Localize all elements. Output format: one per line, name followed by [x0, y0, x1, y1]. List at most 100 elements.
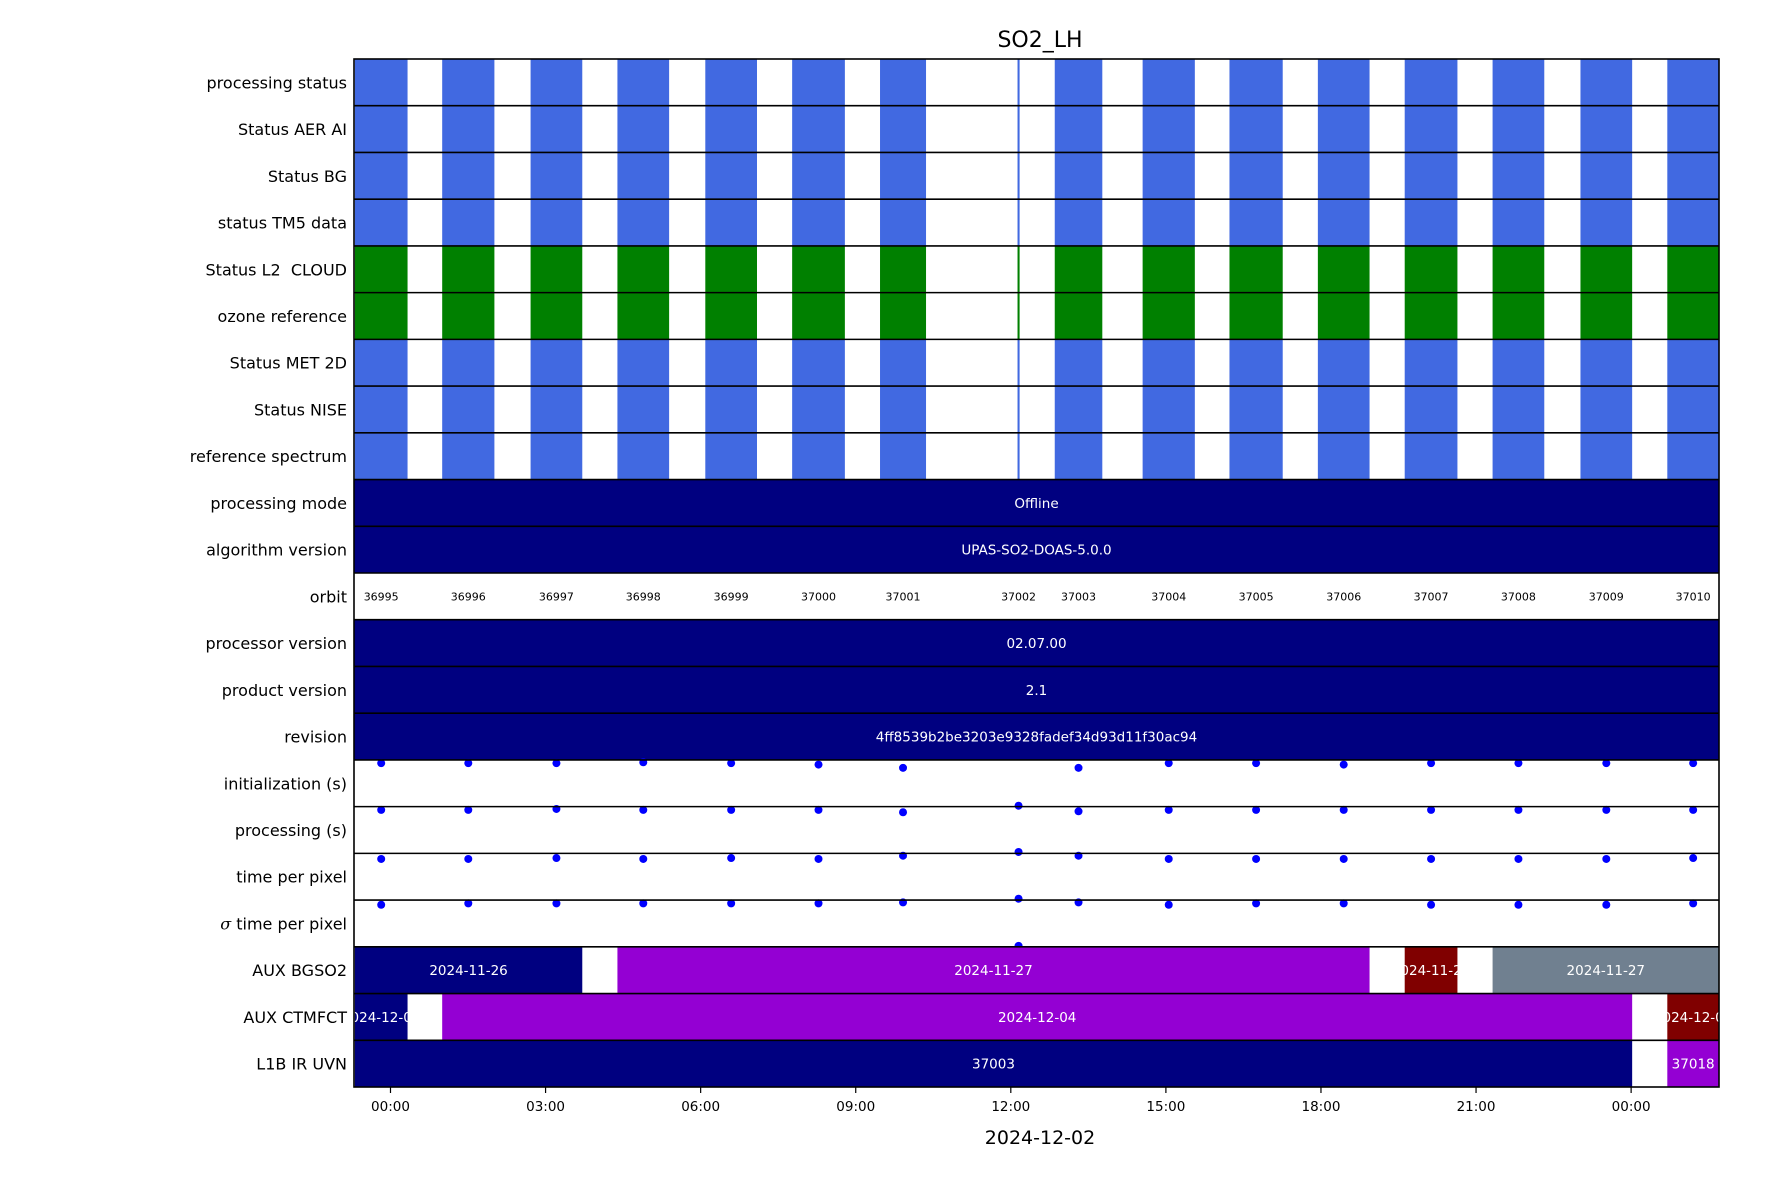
status-bar-37000	[792, 245, 845, 293]
row-algorithm-version: UPAS-SO2-DOAS-5.0.0	[354, 526, 1719, 573]
status-bar-37000	[792, 386, 845, 433]
status-bar-36995	[354, 105, 408, 153]
status-bar-37000	[792, 292, 845, 340]
data-point-37008	[1514, 759, 1523, 768]
status-bar-37002	[1017, 292, 1020, 340]
chart-title: SO2_LH	[997, 28, 1082, 53]
row-label: L1B IR UVN	[256, 1055, 347, 1074]
status-bar-37005	[1229, 152, 1283, 200]
row-label: algorithm version	[206, 541, 347, 560]
data-point-36996	[464, 759, 473, 768]
data-point-37002	[1014, 801, 1023, 810]
data-point-36995	[377, 854, 386, 863]
row-l1b-ir-uvn: 37003 37018	[354, 1040, 1719, 1087]
data-point-37008	[1514, 854, 1523, 863]
x-tick-label: 09:00	[836, 1099, 875, 1115]
data-point-37004	[1164, 900, 1173, 909]
x-tick-label: 00:00	[371, 1099, 410, 1115]
status-bar-37000	[792, 152, 845, 200]
status-bar-37008	[1492, 105, 1545, 153]
row-revision: 4ff8539b2be3203e9328fadef34d93d11f30ac94	[354, 713, 1719, 760]
segment-bar	[354, 1040, 1633, 1087]
data-point-36995	[377, 805, 386, 814]
status-bar-37002	[1017, 199, 1020, 246]
status-bar-37010	[1667, 199, 1719, 246]
status-bar-37009	[1580, 152, 1633, 200]
data-point-37006	[1339, 760, 1348, 769]
data-point-36998	[639, 854, 648, 863]
status-bar-37007	[1404, 199, 1458, 246]
status-bar-36996	[442, 245, 495, 293]
status-bar-37003	[1054, 59, 1103, 106]
status-bar-36997	[530, 59, 583, 106]
status-bar-37003	[1054, 152, 1103, 200]
data-point-36999	[727, 854, 736, 863]
data-point-36996	[464, 854, 473, 863]
status-bar-36999	[705, 105, 757, 153]
data-point-36995	[377, 759, 386, 768]
status-bar-37009	[1580, 292, 1633, 340]
data-point-37003	[1074, 807, 1083, 816]
status-bar-37007	[1404, 432, 1458, 480]
status-bar-37007	[1404, 152, 1458, 200]
orbit-label: 36999	[714, 590, 749, 603]
status-bar-36998	[617, 339, 670, 387]
status-bar-36996	[442, 292, 495, 340]
segment-bar	[354, 993, 408, 1041]
row-label: Status BG	[268, 167, 347, 186]
status-bar-37010	[1667, 59, 1719, 106]
status-bar-36995	[354, 199, 408, 246]
status-bar-36998	[617, 199, 670, 246]
orbit-label: 37000	[801, 590, 836, 603]
row-label: initialization (s)	[224, 774, 347, 793]
status-bar-36998	[617, 59, 670, 106]
value-bar-label: 02.07.00	[1006, 636, 1066, 652]
status-bar-36999	[705, 292, 757, 340]
status-bar-37007	[1404, 292, 1458, 340]
status-bar-37002	[1017, 152, 1020, 200]
status-bar-37001	[880, 245, 927, 293]
row-label: processing (s)	[235, 821, 347, 840]
status-bar-37008	[1492, 152, 1545, 200]
data-point-37010	[1689, 759, 1698, 768]
row-ozone-reference	[354, 292, 1719, 340]
x-axis-label: 2024-12-02	[985, 1127, 1095, 1149]
orbit-label: 36998	[626, 590, 661, 603]
data-point-36999	[727, 805, 736, 814]
data-point-37007	[1427, 900, 1436, 909]
status-bar-36999	[705, 339, 757, 387]
status-bar-37004	[1142, 105, 1195, 153]
row-label: Status MET 2D	[230, 354, 347, 373]
data-point-37010	[1689, 854, 1698, 863]
row-label: processing status	[207, 73, 347, 92]
value-bar	[354, 713, 1719, 760]
row-processing-mode: Offline	[354, 479, 1719, 527]
row-aux-ctmfct: 2024-12-03 2024-12-04 2024-12-05	[354, 993, 1719, 1041]
data-point-37009	[1602, 854, 1611, 863]
status-bar-37010	[1667, 339, 1719, 387]
status-bar-37003	[1054, 199, 1103, 246]
data-point-37009	[1602, 900, 1611, 909]
orbit-label: 37009	[1589, 590, 1624, 603]
data-point-36996	[464, 805, 473, 814]
row-label: status TM5 data	[218, 214, 347, 233]
x-axis: 00:00 03:00 06:00 09:00 12:00 15:00 18:00 21:00…	[371, 1087, 1651, 1115]
status-bar-37005	[1229, 105, 1283, 153]
segment-bar	[1404, 946, 1458, 994]
status-bar-37004	[1142, 59, 1195, 106]
x-tick-label: 18:00	[1302, 1099, 1341, 1115]
row-status-l2-cloud	[354, 245, 1719, 293]
row-label: Status AER AI	[238, 120, 347, 139]
status-bar-37006	[1317, 245, 1370, 293]
x-tick-label: 21:00	[1457, 1099, 1496, 1115]
status-bar-37002	[1017, 432, 1020, 480]
status-bar-37010	[1667, 432, 1719, 480]
status-bar-36997	[530, 152, 583, 200]
data-point-37006	[1339, 805, 1348, 814]
status-bar-36996	[442, 432, 495, 480]
data-point-37000	[814, 805, 823, 814]
status-bar-37000	[792, 59, 845, 106]
row-label: Status NISE	[254, 400, 347, 419]
status-bar-37010	[1667, 292, 1719, 340]
status-bar-37008	[1492, 199, 1545, 246]
